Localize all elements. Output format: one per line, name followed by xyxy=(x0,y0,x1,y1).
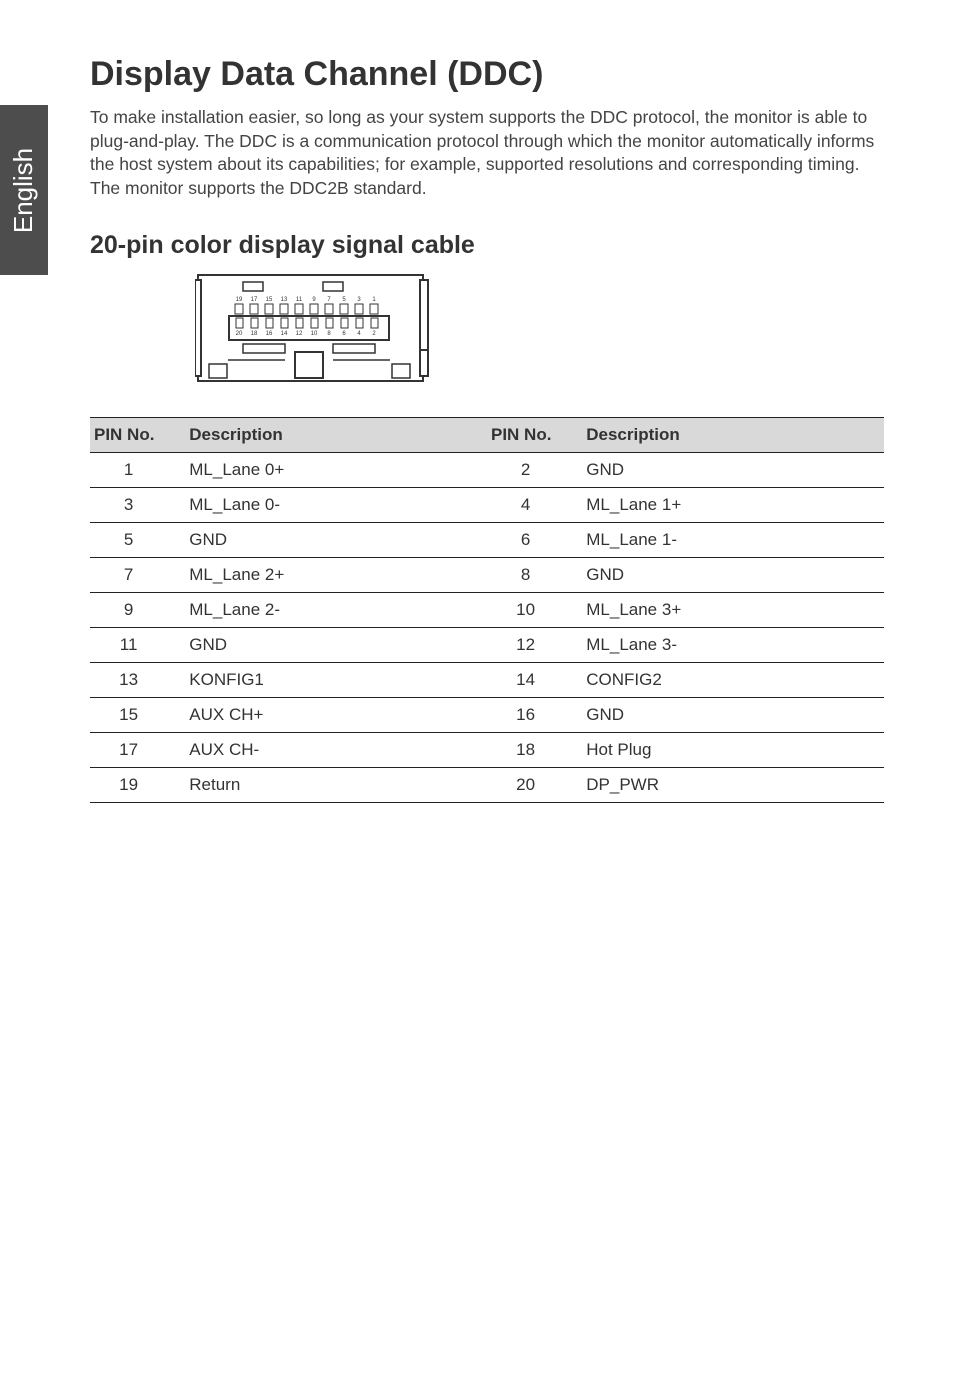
description-cell: GND xyxy=(185,522,487,557)
table-row: 7ML_Lane 2+8GND xyxy=(90,557,884,592)
description-cell: ML_Lane 2+ xyxy=(185,557,487,592)
connector-diagram: 191715131197531 2018161412108642 xyxy=(195,272,884,387)
table-row: 5GND6ML_Lane 1- xyxy=(90,522,884,557)
pin-number-cell: 3 xyxy=(90,487,185,522)
table-header: Description xyxy=(185,417,487,452)
pin-number-cell: 18 xyxy=(487,732,582,767)
pin-number-cell: 2 xyxy=(487,452,582,487)
table-header-row: PIN No. Description PIN No. Description xyxy=(90,417,884,452)
svg-text:15: 15 xyxy=(266,297,273,303)
description-cell: ML_Lane 1+ xyxy=(582,487,884,522)
pin-number-cell: 1 xyxy=(90,452,185,487)
description-cell: ML_Lane 0+ xyxy=(185,452,487,487)
pin-number-cell: 6 xyxy=(487,522,582,557)
description-cell: GND xyxy=(582,452,884,487)
description-cell: ML_Lane 2- xyxy=(185,592,487,627)
description-cell: GND xyxy=(582,697,884,732)
pin-number-cell: 8 xyxy=(487,557,582,592)
description-cell: GND xyxy=(185,627,487,662)
svg-text:12: 12 xyxy=(296,331,303,337)
description-cell: Hot Plug xyxy=(582,732,884,767)
language-label: English xyxy=(9,147,40,232)
svg-text:20: 20 xyxy=(236,331,243,337)
description-cell: ML_Lane 0- xyxy=(185,487,487,522)
svg-text:14: 14 xyxy=(281,331,288,337)
table-row: 3ML_Lane 0-4ML_Lane 1+ xyxy=(90,487,884,522)
svg-text:17: 17 xyxy=(251,297,258,303)
description-cell: AUX CH+ xyxy=(185,697,487,732)
pin-number-cell: 20 xyxy=(487,767,582,802)
table-row: 17AUX CH-18Hot Plug xyxy=(90,732,884,767)
svg-text:10: 10 xyxy=(311,331,318,337)
table-header: PIN No. xyxy=(487,417,582,452)
section-subtitle: 20-pin color display signal cable xyxy=(90,231,884,260)
description-cell: Return xyxy=(185,767,487,802)
table-row: 13KONFIG114CONFIG2 xyxy=(90,662,884,697)
intro-paragraph: To make installation easier, so long as … xyxy=(90,106,884,201)
table-header: PIN No. xyxy=(90,417,185,452)
svg-text:19: 19 xyxy=(236,297,243,303)
description-cell: KONFIG1 xyxy=(185,662,487,697)
pin-number-cell: 7 xyxy=(90,557,185,592)
svg-text:11: 11 xyxy=(296,297,303,303)
svg-text:16: 16 xyxy=(266,331,273,337)
description-cell: ML_Lane 3+ xyxy=(582,592,884,627)
page-title: Display Data Channel (DDC) xyxy=(90,55,884,94)
pin-number-cell: 5 xyxy=(90,522,185,557)
pin-number-cell: 12 xyxy=(487,627,582,662)
page-content: Display Data Channel (DDC) To make insta… xyxy=(0,0,954,803)
svg-text:13: 13 xyxy=(281,297,288,303)
description-cell: GND xyxy=(582,557,884,592)
table-row: 11GND12ML_Lane 3- xyxy=(90,627,884,662)
description-cell: AUX CH- xyxy=(185,732,487,767)
pin-number-cell: 11 xyxy=(90,627,185,662)
description-cell: DP_PWR xyxy=(582,767,884,802)
pin-number-cell: 14 xyxy=(487,662,582,697)
pin-number-cell: 4 xyxy=(487,487,582,522)
pin-number-cell: 9 xyxy=(90,592,185,627)
pin-number-cell: 10 xyxy=(487,592,582,627)
pin-number-cell: 13 xyxy=(90,662,185,697)
language-side-tab: English xyxy=(0,105,48,275)
description-cell: ML_Lane 1- xyxy=(582,522,884,557)
table-row: 19Return20DP_PWR xyxy=(90,767,884,802)
pin-number-cell: 15 xyxy=(90,697,185,732)
pin-number-cell: 17 xyxy=(90,732,185,767)
pin-number-cell: 16 xyxy=(487,697,582,732)
description-cell: CONFIG2 xyxy=(582,662,884,697)
table-row: 1ML_Lane 0+2GND xyxy=(90,452,884,487)
table-row: 15AUX CH+16GND xyxy=(90,697,884,732)
table-row: 9ML_Lane 2-10ML_Lane 3+ xyxy=(90,592,884,627)
table-header: Description xyxy=(582,417,884,452)
svg-text:18: 18 xyxy=(251,331,258,337)
pin-number-cell: 19 xyxy=(90,767,185,802)
pinout-table: PIN No. Description PIN No. Description … xyxy=(90,417,884,803)
description-cell: ML_Lane 3- xyxy=(582,627,884,662)
